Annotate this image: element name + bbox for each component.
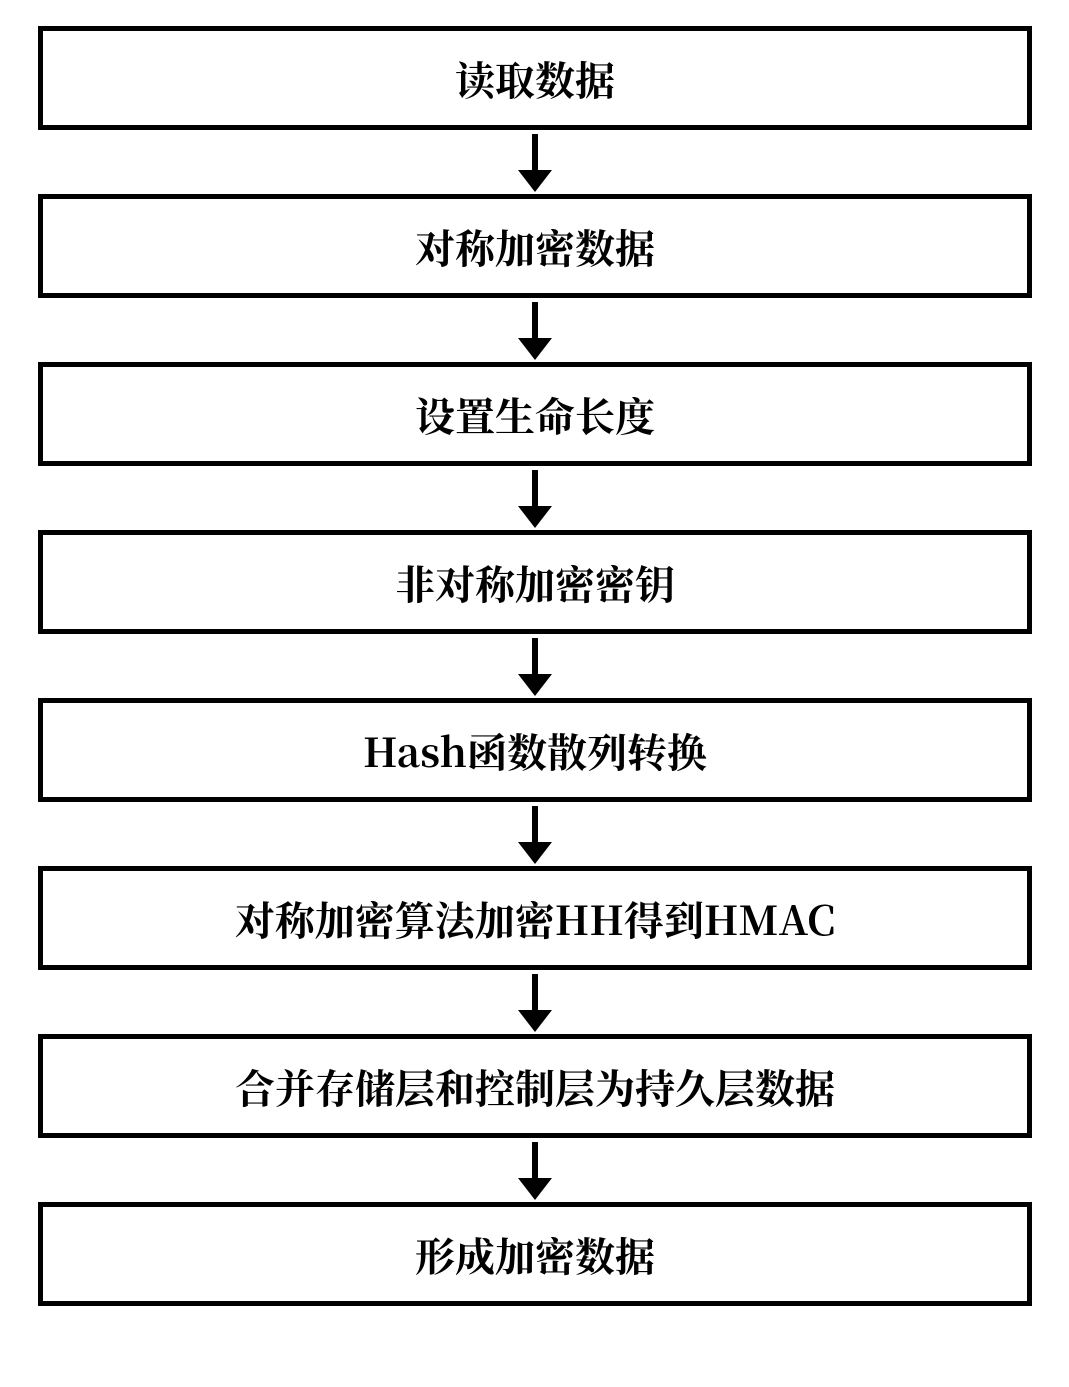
flowchart-arrow-head-6: [518, 1010, 552, 1032]
flowchart-arrow-shaft-6: [532, 974, 538, 1012]
flowchart-step-7: 合并存储层和控制层为持久层数据: [38, 1034, 1032, 1138]
flowchart-arrow-head-5: [518, 842, 552, 864]
flowchart-arrow-head-1: [518, 170, 552, 192]
flowchart-arrow-head-4: [518, 674, 552, 696]
flowchart-step-2: 对称加密数据: [38, 194, 1032, 298]
flowchart-arrow-head-7: [518, 1178, 552, 1200]
flowchart-step-5: Hash函数散列转换: [38, 698, 1032, 802]
flowchart-step-label-5: Hash函数散列转换: [363, 722, 707, 779]
flowchart-arrow-shaft-7: [532, 1142, 538, 1180]
flowchart-step-label-3: 设置生命长度: [415, 386, 655, 443]
flowchart-arrow-shaft-4: [532, 638, 538, 676]
flowchart-step-label-8: 形成加密数据: [415, 1226, 655, 1283]
flowchart-step-6: 对称加密算法加密HH得到HMAC: [38, 866, 1032, 970]
flowchart-step-1: 读取数据: [38, 26, 1032, 130]
flowchart-step-4: 非对称加密密钥: [38, 530, 1032, 634]
flowchart-step-3: 设置生命长度: [38, 362, 1032, 466]
flowchart-step-8: 形成加密数据: [38, 1202, 1032, 1306]
flowchart-arrow-head-3: [518, 506, 552, 528]
flowchart-canvas: 读取数据对称加密数据设置生命长度非对称加密密钥 Hash函数散列转换对称加密算法加…: [0, 0, 1069, 1387]
flowchart-arrow-shaft-3: [532, 470, 538, 508]
flowchart-arrow-shaft-5: [532, 806, 538, 844]
flowchart-step-label-7: 合并存储层和控制层为持久层数据: [235, 1058, 835, 1115]
flowchart-step-label-4: 非对称加密密钥: [395, 554, 675, 611]
flowchart-step-label-1: 读取数据: [455, 50, 615, 107]
flowchart-step-label-6: 对称加密算法加密HH得到HMAC: [235, 890, 835, 947]
flowchart-step-label-2: 对称加密数据: [415, 218, 655, 275]
flowchart-arrow-head-2: [518, 338, 552, 360]
flowchart-arrow-shaft-1: [532, 134, 538, 172]
flowchart-arrow-shaft-2: [532, 302, 538, 340]
